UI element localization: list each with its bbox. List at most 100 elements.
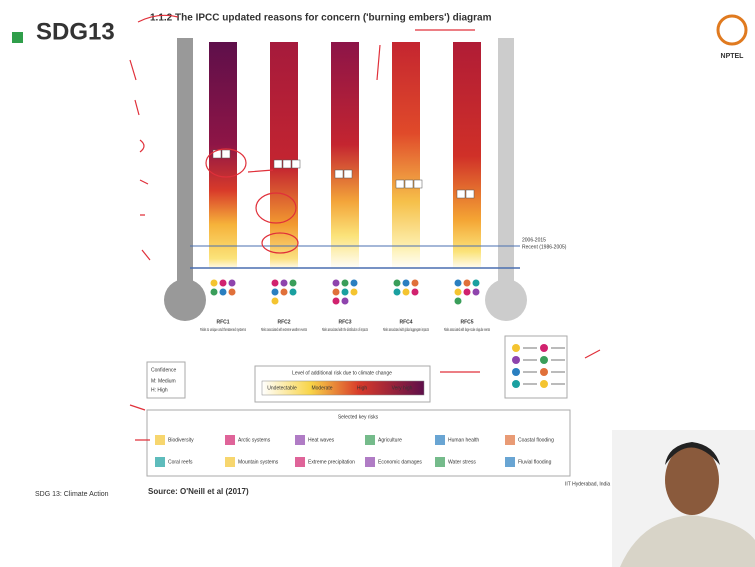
presenter-body [620,515,755,567]
risk-dot [280,279,288,287]
badge-square [12,32,23,43]
risk-dot [463,279,471,287]
ember [392,42,420,270]
risk-dot [402,279,410,287]
risk-icon [435,435,445,445]
key-risk: Arctic systems [238,437,271,443]
risk-icon [413,179,423,189]
global-line [551,383,565,385]
global-dot [512,368,520,376]
key-risk: Biodiversity [168,437,194,443]
risk-dot [411,279,419,287]
key-risk: Mountain systems [238,459,279,465]
risk-dot [219,279,227,287]
risk-dot [228,279,236,287]
key-risk: Extreme precipitation [308,459,355,465]
risk-dot [472,288,480,296]
scale-level: High [357,385,368,391]
risk-dot [219,288,227,296]
global-line [523,383,537,385]
rfc-label: RFC5 [460,319,473,325]
global-line [551,347,565,349]
risk-dot [402,288,410,296]
reference-label: 2006-2015 [522,237,546,243]
embers: RFC1 Risks to unique and threatened syste… [200,42,490,332]
risk-dot [454,297,462,305]
global-box [504,335,568,399]
global-line [523,347,537,349]
logo-text: NPTEL [721,53,745,60]
global-line [551,359,565,361]
key-risk: Coral reefs [168,459,193,465]
risk-dot [332,279,340,287]
key-risk: Economic damages [378,459,422,465]
ember [331,42,359,270]
risk-dot [341,288,349,296]
key-risk: Human health [448,437,479,443]
badge: SDG13 [36,18,115,45]
risk-icon [343,169,353,179]
global-dot [540,380,548,388]
risk-dot [350,288,358,296]
risk-dot [210,279,218,287]
key-risks-box [146,409,571,477]
presenter-hair [665,442,720,465]
rfc-label: RFC4 [399,319,412,325]
risk-icon [505,457,515,467]
thermometer-bulb [485,279,527,321]
presenter-head [665,445,719,515]
global-dot [512,356,520,364]
thermometer [177,38,193,283]
footer-source: Source: O'Neill et al (2017) [148,487,249,496]
risk-icon [334,169,344,179]
scale-box [254,365,431,403]
risk-dot [454,279,462,287]
rfc-description: Risks associated with the distribution o… [322,327,368,332]
key-risks: Biodiversity Arctic systems Heat waves Agri… [155,435,554,467]
risk-dot [271,288,279,296]
risk-icon [291,159,301,169]
confidence-item: M: Medium [151,378,176,384]
risk-dot [463,288,471,296]
risk-icon [365,435,375,445]
risk-dot [210,288,218,296]
risk-icon [155,457,165,467]
rfc-description: Risks associated with large-scale singul… [444,327,490,332]
risk-dot [228,288,236,296]
risk-dot [289,288,297,296]
thermometer-bulb [164,279,206,321]
scale-level: Undetectable [267,385,297,391]
global-dot [540,368,548,376]
rfc-description: Risks associated with extreme weather ev… [261,327,307,332]
risk-dot [393,288,401,296]
reference-label: Recent (1986-2005) [522,244,567,250]
key-risk: Water stress [448,459,476,465]
confidence-item: H: High [151,387,168,393]
risk-dot [341,279,349,287]
risk-icon [221,149,231,159]
risk-dot [393,279,401,287]
ember [270,42,298,270]
global-dot [540,356,548,364]
risk-icon [295,435,305,445]
risk-dot [271,297,279,305]
global-dot [512,380,520,388]
annotations [129,14,601,441]
risk-dot [271,279,279,287]
key-risks-title: Selected key risks [338,414,379,420]
risk-dot [341,297,349,305]
confidence-box [146,361,186,399]
global-line [523,359,537,361]
rfc-description: Risks associated with global aggregate i… [383,327,429,332]
scale-title: Level of additional risk due to climate … [292,370,392,376]
key-risk: Agriculture [378,437,402,443]
ember [453,42,481,270]
scale-bar [261,380,425,396]
risk-icon [395,179,405,189]
rfc-description: Risks to unique and threatened systems [200,327,246,332]
logo-ring [716,14,748,46]
risk-dot [332,288,340,296]
slide-title: 1.1.2 The IPCC updated reasons for conce… [150,13,492,24]
risk-dot [332,297,340,305]
global-dot [540,344,548,352]
